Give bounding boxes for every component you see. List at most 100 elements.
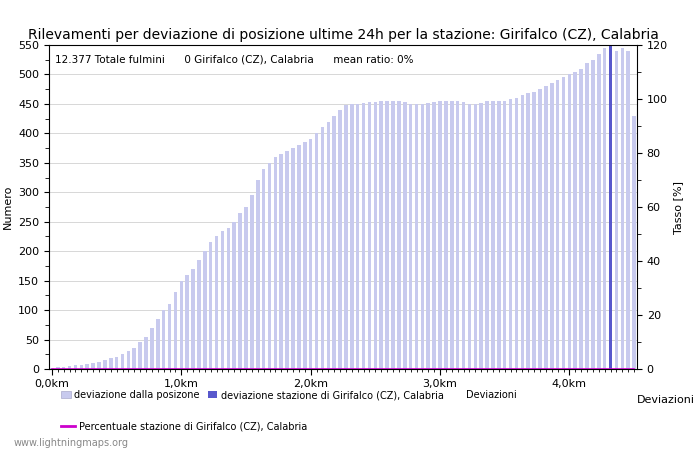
Bar	[456, 101, 459, 369]
Bar	[174, 292, 177, 369]
Bar	[403, 102, 407, 369]
Bar	[150, 328, 154, 369]
Bar	[473, 104, 477, 369]
Bar	[632, 116, 636, 369]
Bar	[209, 243, 213, 369]
Bar	[556, 81, 559, 369]
Bar	[168, 304, 172, 369]
Bar	[80, 365, 83, 369]
Bar	[374, 102, 377, 369]
Bar	[409, 104, 412, 369]
Bar	[127, 351, 130, 369]
Bar	[132, 348, 136, 369]
Bar	[220, 230, 224, 369]
Bar	[244, 207, 248, 369]
Bar	[344, 105, 348, 369]
Legend: Percentuale stazione di Girifalco (CZ), Calabria: Percentuale stazione di Girifalco (CZ), …	[61, 422, 307, 432]
Bar	[444, 101, 448, 369]
Bar	[468, 104, 471, 369]
Bar	[573, 72, 577, 369]
Bar	[62, 367, 66, 369]
Bar	[580, 68, 583, 369]
Bar	[326, 122, 330, 369]
Bar	[297, 145, 301, 369]
Bar	[591, 60, 595, 369]
Bar	[509, 99, 512, 369]
Bar	[109, 358, 113, 369]
Bar	[215, 236, 218, 369]
Bar	[179, 281, 183, 369]
Bar	[626, 51, 630, 369]
Bar	[262, 169, 265, 369]
Bar	[315, 133, 318, 369]
Bar	[232, 222, 236, 369]
Bar	[85, 364, 89, 369]
Text: www.lightningmaps.org: www.lightningmaps.org	[14, 438, 129, 448]
Bar	[139, 342, 142, 369]
Bar	[256, 180, 260, 369]
Bar	[156, 319, 160, 369]
Bar	[526, 93, 530, 369]
Bar	[568, 74, 571, 369]
Bar	[421, 104, 424, 369]
Bar	[385, 101, 389, 369]
Bar	[56, 367, 60, 369]
Bar	[362, 103, 365, 369]
Bar	[620, 48, 624, 369]
Bar	[538, 89, 542, 369]
Bar	[267, 163, 272, 369]
Bar	[585, 63, 589, 369]
Bar	[303, 142, 307, 369]
Bar	[162, 310, 165, 369]
Bar	[433, 102, 436, 369]
Text: Deviazioni: Deviazioni	[637, 395, 695, 405]
Bar	[544, 86, 547, 369]
Bar	[91, 363, 95, 369]
Bar	[497, 101, 500, 369]
Bar	[356, 104, 360, 369]
Bar	[74, 365, 77, 369]
Bar	[514, 98, 518, 369]
Bar	[503, 101, 507, 369]
Y-axis label: Numero: Numero	[3, 185, 13, 229]
Bar	[68, 366, 71, 369]
Legend: deviazione dalla posizone, deviazione stazione di Girifalco (CZ), Calabria, Devi: deviazione dalla posizone, deviazione st…	[61, 390, 517, 400]
Bar	[332, 116, 336, 369]
Bar	[438, 101, 442, 369]
Bar	[309, 139, 312, 369]
Bar	[97, 362, 101, 369]
Bar	[197, 260, 201, 369]
Bar	[485, 101, 489, 369]
Bar	[286, 151, 289, 369]
Bar	[450, 101, 454, 369]
Bar	[609, 45, 612, 369]
Bar	[615, 51, 618, 369]
Bar	[321, 127, 324, 369]
Title: Rilevamenti per deviazione di posizione ultime 24h per la stazione: Girifalco (C: Rilevamenti per deviazione di posizione …	[27, 28, 659, 42]
Bar	[250, 195, 253, 369]
Bar	[368, 102, 371, 369]
Text: 12.377 Totale fulmini      0 Girifalco (CZ), Calabria      mean ratio: 0%: 12.377 Totale fulmini 0 Girifalco (CZ), …	[55, 55, 414, 65]
Bar	[379, 101, 383, 369]
Bar	[521, 95, 524, 369]
Bar	[279, 154, 283, 369]
Bar	[414, 104, 419, 369]
Bar	[597, 54, 601, 369]
Bar	[50, 368, 54, 369]
Bar	[103, 360, 106, 369]
Bar	[550, 83, 554, 369]
Bar	[532, 92, 536, 369]
Bar	[291, 148, 295, 369]
Bar	[397, 101, 400, 369]
Bar	[238, 213, 242, 369]
Y-axis label: Tasso [%]: Tasso [%]	[673, 180, 683, 234]
Bar	[274, 157, 277, 369]
Bar	[561, 77, 566, 369]
Bar	[491, 101, 495, 369]
Bar	[338, 110, 342, 369]
Bar	[203, 251, 206, 369]
Bar	[227, 228, 230, 369]
Bar	[391, 101, 395, 369]
Bar	[186, 275, 189, 369]
Bar	[462, 102, 466, 369]
